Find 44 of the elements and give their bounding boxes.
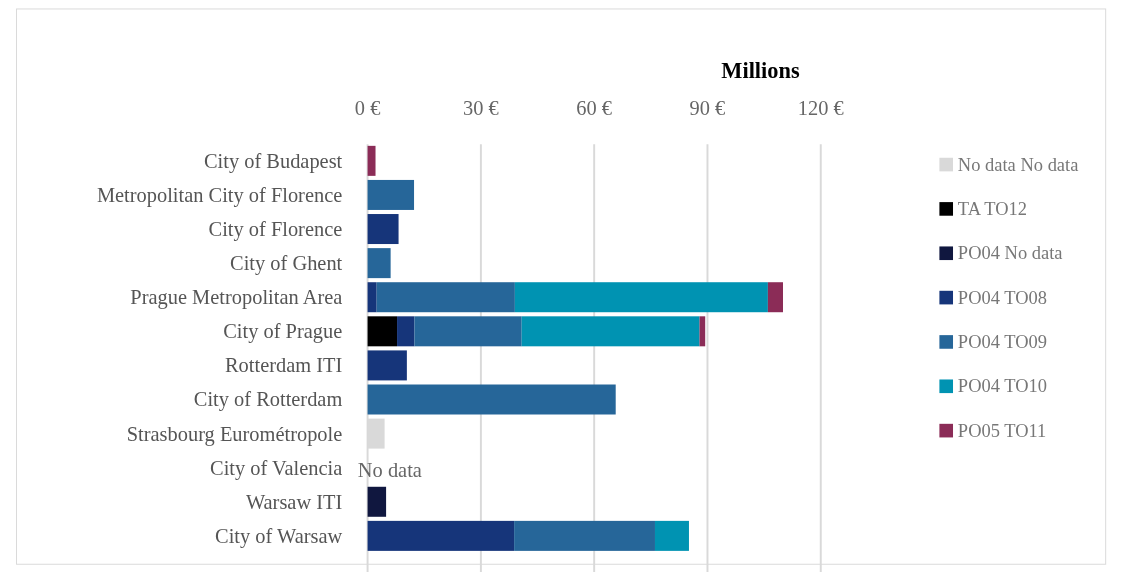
x-tick-label: 60 € xyxy=(576,96,613,119)
y-tick-label: City of Ghent xyxy=(230,252,343,276)
bar xyxy=(767,282,783,313)
x-tick-label: 120 € xyxy=(797,96,844,119)
y-tick-label: Prague Metropolitan Area xyxy=(130,286,343,310)
bar xyxy=(367,316,398,347)
bar xyxy=(376,282,515,313)
y-tick-label: Rotterdam ITI xyxy=(225,354,343,377)
x-axis-title: Millions xyxy=(721,58,800,84)
legend-label: PO04 No data xyxy=(957,243,1063,264)
legend-label: TA TO12 xyxy=(957,198,1028,219)
y-tick-label: City of Warsaw xyxy=(215,524,343,548)
legend-label: PO04 TO10 xyxy=(957,376,1047,397)
y-tick-label: City of Florence xyxy=(208,218,343,242)
legend-label: PO04 TO08 xyxy=(957,287,1047,308)
x-tick-label: 90 € xyxy=(689,96,726,119)
y-tick-label: City of Valencia xyxy=(210,456,343,480)
bar xyxy=(367,179,415,210)
bar xyxy=(414,316,522,347)
x-tick-label: 30 € xyxy=(463,96,499,119)
legend-label: PO05 TO11 xyxy=(957,420,1047,441)
annotation: No data xyxy=(357,458,422,481)
y-tick-label: Warsaw ITI xyxy=(245,490,343,513)
bar xyxy=(367,145,376,176)
y-tick-label: Strasbourg Eurométropole xyxy=(126,422,343,446)
y-tick-label: City of Prague xyxy=(223,320,343,344)
bar xyxy=(367,486,387,517)
y-tick-label: City of Rotterdam xyxy=(193,388,343,412)
bar xyxy=(367,520,515,551)
bar xyxy=(514,282,768,313)
legend-label: No data No data xyxy=(957,154,1079,175)
bar xyxy=(654,520,689,551)
bar xyxy=(397,316,415,347)
legend-label: PO04 TO09 xyxy=(957,331,1047,352)
bar xyxy=(514,520,655,551)
bar xyxy=(367,384,616,415)
bar xyxy=(367,350,407,381)
bar xyxy=(367,214,399,245)
bar xyxy=(367,282,377,313)
y-tick-label: City of Budapest xyxy=(203,149,343,173)
bar xyxy=(521,316,700,347)
x-tick-label: 0 € xyxy=(354,96,381,119)
bar xyxy=(367,248,391,279)
y-tick-label: Metropolitan City of Florence xyxy=(96,183,343,207)
